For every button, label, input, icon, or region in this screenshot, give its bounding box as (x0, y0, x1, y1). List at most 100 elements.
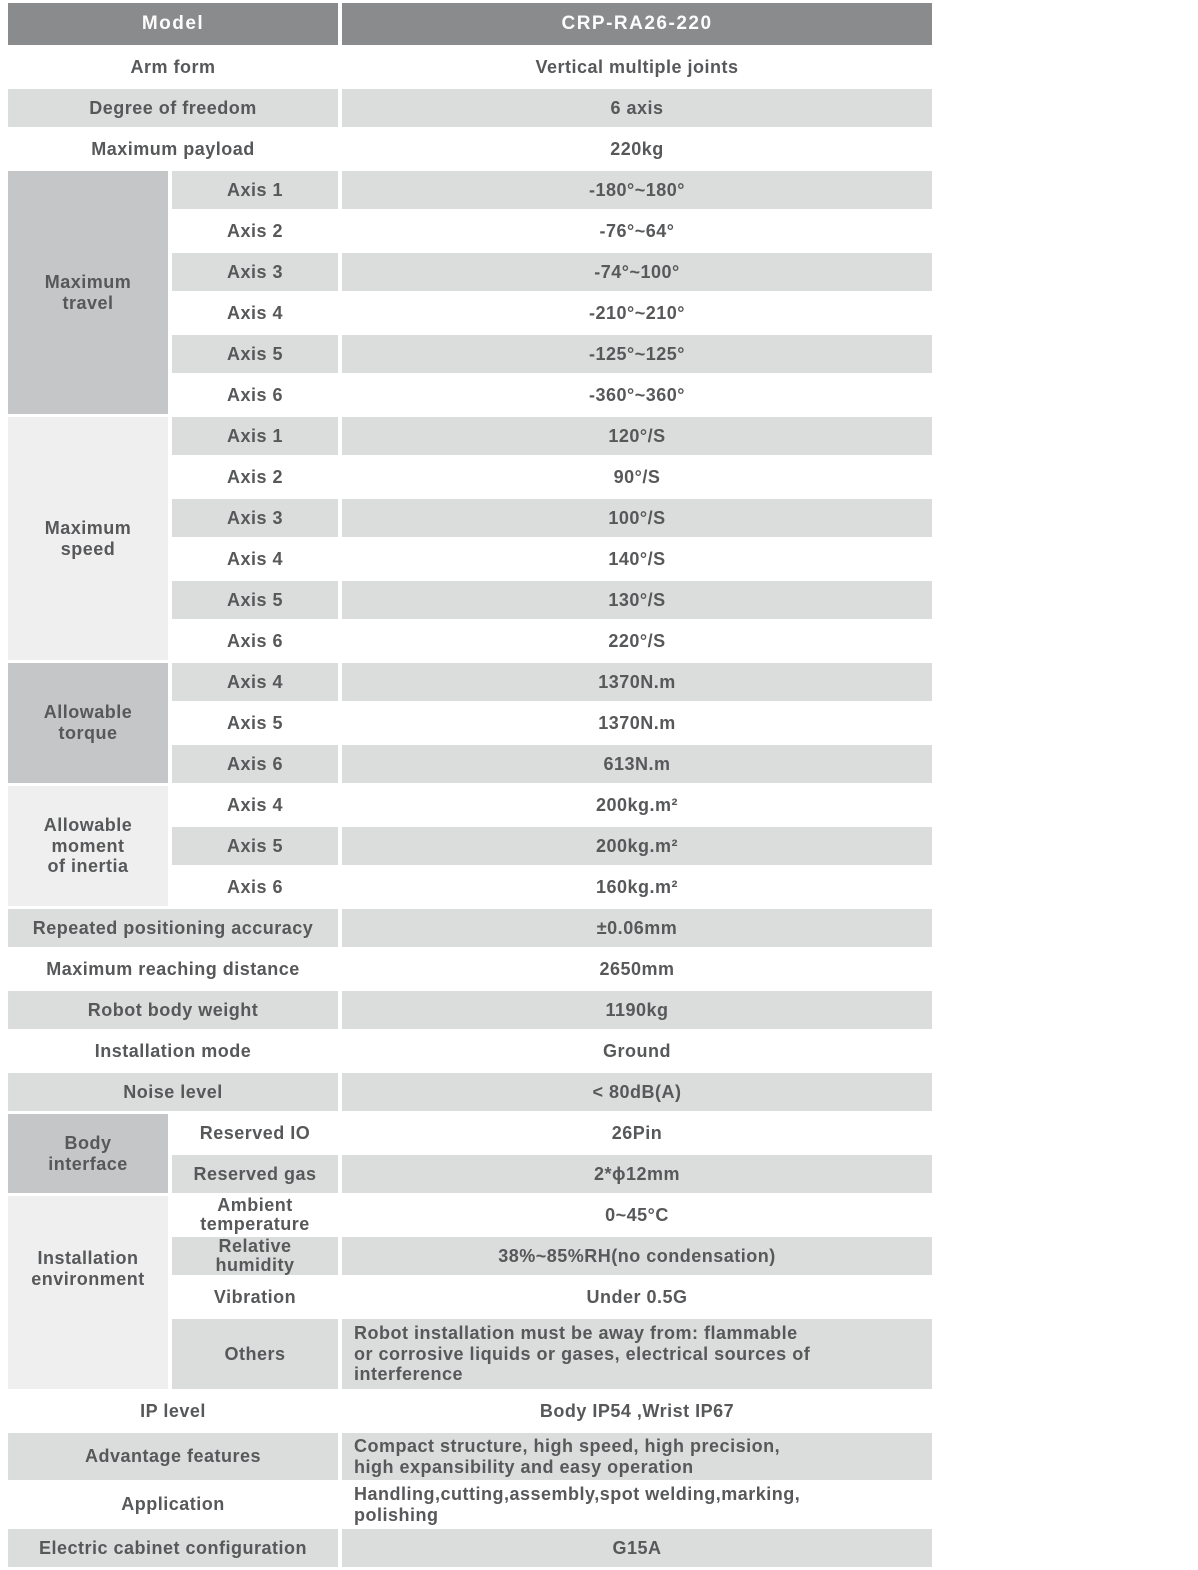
row-label: Arm form (8, 48, 339, 86)
axis-value: 220°/S (342, 622, 933, 660)
row-label: Maximum reaching distance (8, 950, 339, 988)
axis-label: Axis 6 (172, 622, 339, 660)
row-label: Application (8, 1483, 339, 1526)
axis-label: Axis 4 (172, 663, 339, 701)
row-value: Handling,cutting,assembly,spot welding,m… (342, 1483, 933, 1526)
axis-value: 130°/S (342, 581, 933, 619)
axis-label: Axis 5 (172, 827, 339, 865)
axis-label: Axis 5 (172, 335, 339, 373)
table-row-payload: Maximum payload 220kg (8, 130, 933, 168)
row-value: 6 axis (342, 89, 933, 127)
axis-value: 1370N.m (342, 663, 933, 701)
item-value: 38%~85%RH(no condensation) (342, 1237, 933, 1275)
row-label: Advantage features (8, 1433, 339, 1480)
item-value: Under 0.5G (342, 1278, 933, 1316)
table-row-noise: Noise level < 80dB(A) (8, 1073, 933, 1111)
table-row-torque-axis6: Axis 6 613N.m (8, 745, 933, 783)
table-row-ambient-temperature: Installation environment Ambient tempera… (8, 1196, 933, 1389)
group-label-maximum-travel: Maximum travel (8, 171, 168, 414)
group-label-allowable-torque: Allowable torque (8, 663, 168, 783)
table-row-freedom: Degree of freedom 6 axis (8, 89, 933, 127)
axis-value: 200kg.m² (342, 786, 933, 824)
table-row-header: Model CRP-RA26-220 (8, 3, 933, 45)
table-row-relative-humidity: Relative humidity 38%~85%RH(no condensat… (8, 1237, 933, 1275)
table-row-travel-axis1: Maximum travel Axis 1 -180°~180° (8, 171, 933, 414)
table-row-accuracy: Repeated positioning accuracy ±0.06mm (8, 909, 933, 947)
table-row-travel-axis3: Axis 3 -74°~100° (8, 253, 933, 291)
axis-value: -360°~360° (342, 376, 933, 414)
axis-label: Axis 4 (172, 786, 339, 824)
axis-value: 90°/S (342, 458, 933, 496)
row-label: Electric cabinet configuration (8, 1529, 339, 1567)
table-row-speed-axis5: Axis 5 130°/S (8, 581, 933, 619)
row-label: IP level (8, 1392, 339, 1430)
table-row-inertia-axis5: Axis 5 200kg.m² (8, 827, 933, 865)
axis-label: Axis 4 (172, 540, 339, 578)
table-row-torque-axis4: Allowable torque Axis 4 1370N.m (8, 663, 933, 783)
item-value: Robot installation must be away from: fl… (342, 1319, 933, 1389)
axis-label: Axis 2 (172, 212, 339, 250)
table-row-advantage: Advantage features Compact structure, hi… (8, 1433, 933, 1480)
row-value: Ground (342, 1032, 933, 1070)
table-row-travel-axis6: Axis 6 -360°~360° (8, 376, 933, 414)
row-value: Vertical multiple joints (342, 48, 933, 86)
axis-value: -180°~180° (342, 171, 933, 209)
axis-value: 200kg.m² (342, 827, 933, 865)
row-value: 1190kg (342, 991, 933, 1029)
group-label-maximum-speed: Maximum speed (8, 417, 168, 660)
axis-value: -74°~100° (342, 253, 933, 291)
axis-label: Axis 6 (172, 745, 339, 783)
item-label: Ambient temperature (172, 1196, 339, 1234)
table-row-speed-axis1: Maximum speed Axis 1 120°/S (8, 417, 933, 660)
axis-value: 120°/S (342, 417, 933, 455)
table-row-reach: Maximum reaching distance 2650mm (8, 950, 933, 988)
row-value: 220kg (342, 130, 933, 168)
axis-value: 100°/S (342, 499, 933, 537)
item-value: 0~45°C (342, 1196, 933, 1234)
axis-value: -76°~64° (342, 212, 933, 250)
header-model-label: Model (8, 3, 339, 45)
axis-label: Axis 4 (172, 294, 339, 332)
axis-label: Axis 6 (172, 868, 339, 906)
axis-label: Axis 3 (172, 253, 339, 291)
table-row-travel-axis2: Axis 2 -76°~64° (8, 212, 933, 250)
table-row-speed-axis4: Axis 4 140°/S (8, 540, 933, 578)
table-row-reserved-io: Body interface Reserved IO 26Pin (8, 1114, 933, 1193)
table-row-travel-axis4: Axis 4 -210°~210° (8, 294, 933, 332)
table-row-inertia-axis6: Axis 6 160kg.m² (8, 868, 933, 906)
item-label: Reserved IO (172, 1114, 339, 1152)
table-row-others: Others Robot installation must be away f… (8, 1319, 933, 1389)
item-value: 2*ϕ12mm (342, 1155, 933, 1193)
table-row-travel-axis5: Axis 5 -125°~125° (8, 335, 933, 373)
header-model-value: CRP-RA26-220 (342, 3, 933, 45)
row-label: Noise level (8, 1073, 339, 1111)
row-value: Body IP54 ,Wrist IP67 (342, 1392, 933, 1430)
axis-label: Axis 3 (172, 499, 339, 537)
spec-table: Model CRP-RA26-220 Arm form Vertical mul… (4, 0, 936, 1570)
axis-label: Axis 1 (172, 171, 339, 209)
axis-value: 160kg.m² (342, 868, 933, 906)
table-row-speed-axis6: Axis 6 220°/S (8, 622, 933, 660)
row-value: < 80dB(A) (342, 1073, 933, 1111)
table-row-cabinet: Electric cabinet configuration G15A (8, 1529, 933, 1567)
item-label: Reserved gas (172, 1155, 339, 1193)
group-label-allowable-inertia: Allowable moment of inertia (8, 786, 168, 906)
row-label: Maximum payload (8, 130, 339, 168)
table-row-speed-axis3: Axis 3 100°/S (8, 499, 933, 537)
item-label: Vibration (172, 1278, 339, 1316)
row-value: Compact structure, high speed, high prec… (342, 1433, 933, 1480)
axis-value: 140°/S (342, 540, 933, 578)
axis-value: 613N.m (342, 745, 933, 783)
table-row-ip-level: IP level Body IP54 ,Wrist IP67 (8, 1392, 933, 1430)
group-label-body-interface: Body interface (8, 1114, 168, 1193)
item-value: 26Pin (342, 1114, 933, 1152)
table-row-torque-axis5: Axis 5 1370N.m (8, 704, 933, 742)
table-row-body-weight: Robot body weight 1190kg (8, 991, 933, 1029)
item-label: Others (172, 1319, 339, 1389)
axis-label: Axis 1 (172, 417, 339, 455)
table-row-reserved-gas: Reserved gas 2*ϕ12mm (8, 1155, 933, 1193)
axis-label: Axis 5 (172, 581, 339, 619)
axis-value: 1370N.m (342, 704, 933, 742)
row-label: Robot body weight (8, 991, 339, 1029)
